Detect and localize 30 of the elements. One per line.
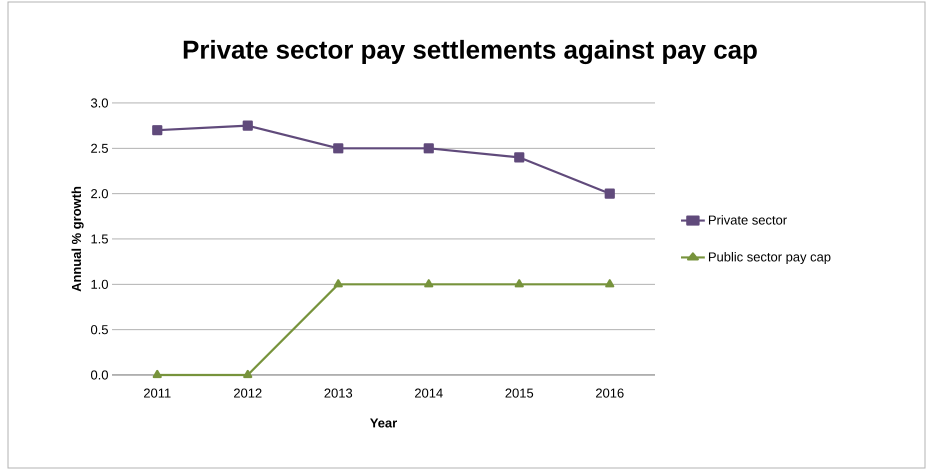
point [152,370,162,378]
y-axis-title: Annual % growth [72,186,84,292]
y-tick-label: 1.0 [91,280,108,289]
y-tick-label: 2.0 [91,189,108,198]
y-tick-label: 0.5 [90,325,108,334]
x-tick-label: 2015 [506,388,534,398]
point [243,370,252,378]
legend-label: Public sector pay cap [708,252,830,264]
point [424,143,434,154]
x-tick-label: 2014 [415,388,443,398]
x-tick-label: 2012 [234,388,262,398]
y-tick-label: 1.5 [91,234,108,244]
x-tick-label: 2011 [144,388,171,398]
chart-title: Private sector pay settlements against pay cap [184,40,757,64]
x-tick-label: 2013 [324,388,352,398]
x-tick-label: 2016 [596,388,624,398]
point [605,279,614,288]
legend-label: Private sector [708,215,787,225]
x-axis-title: Year [370,418,397,428]
point [604,188,615,199]
point [514,279,524,288]
point [333,143,344,154]
y-tick-label: 3.0 [90,98,108,108]
point [242,120,253,131]
y-tick-label: 2.5 [91,144,108,153]
point [514,152,524,162]
point [334,279,343,288]
y-tick-label: 0.0 [90,370,108,380]
point [152,125,162,136]
point [424,279,434,288]
